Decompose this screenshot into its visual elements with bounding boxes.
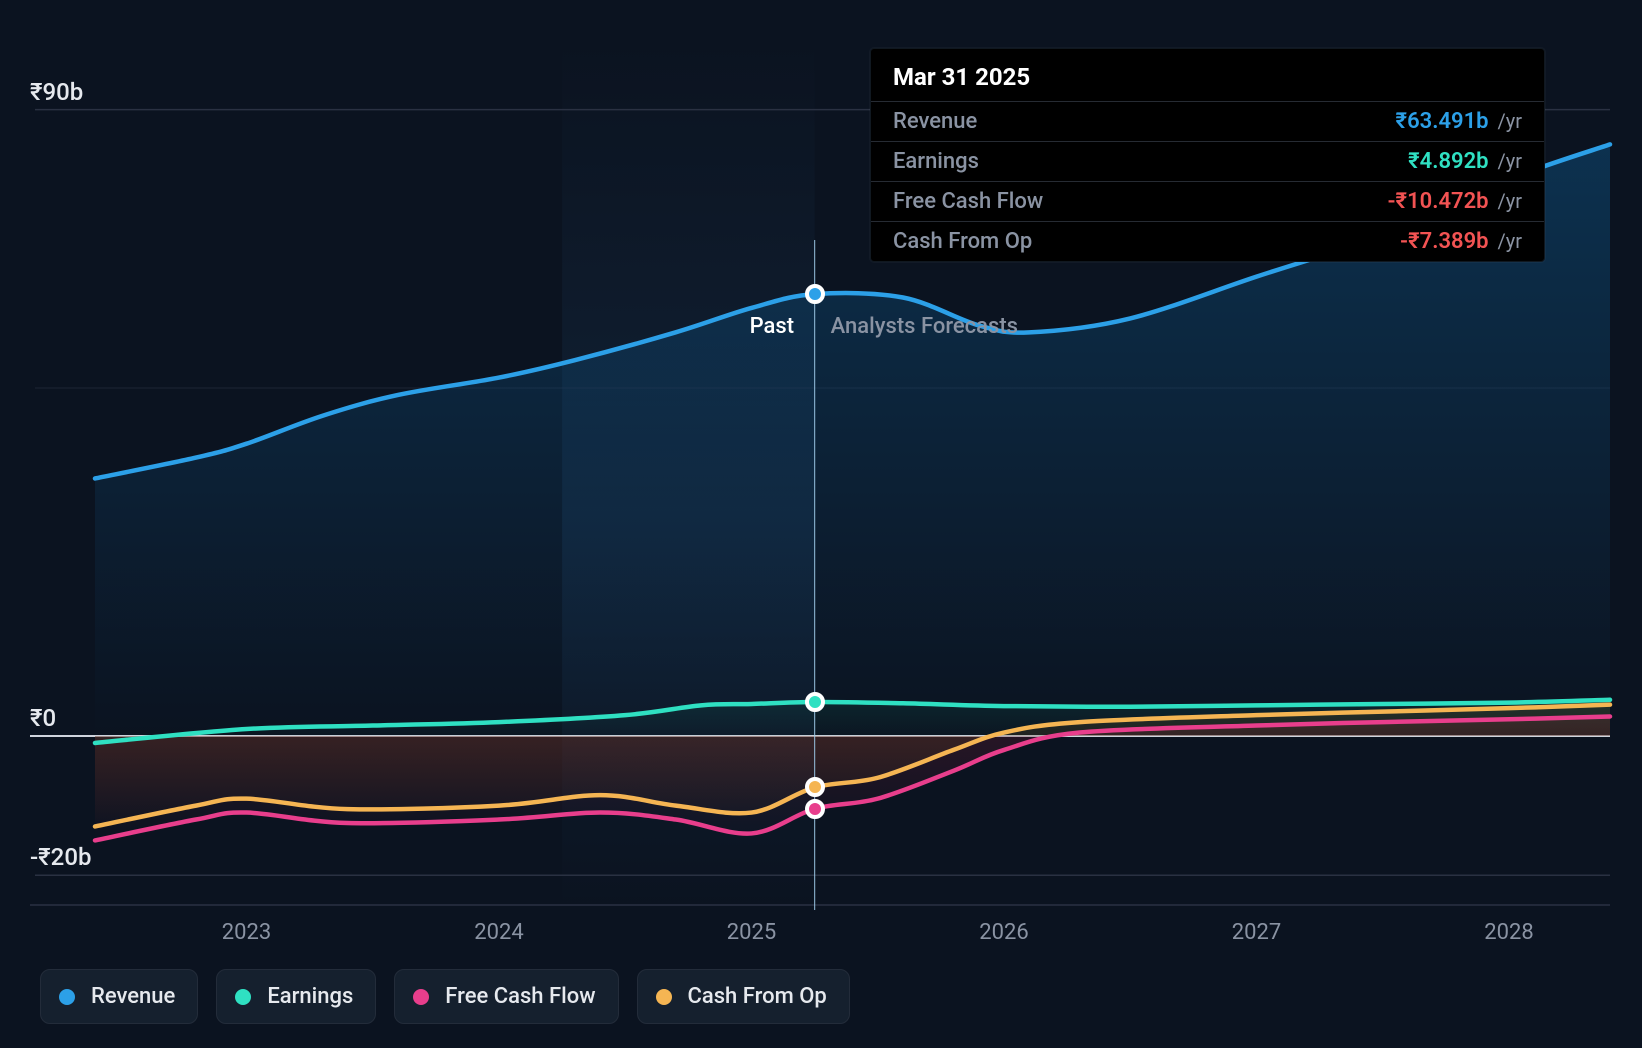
tooltip-row: Free Cash Flow -₹10.472b /yr bbox=[871, 181, 1544, 221]
tooltip-row: Cash From Op -₹7.389b /yr bbox=[871, 221, 1544, 261]
tooltip-row-unit: /yr bbox=[1493, 109, 1522, 133]
hover-tooltip: Mar 31 2025 Revenue ₹63.491b /yr Earnings ₹… bbox=[870, 48, 1545, 262]
revenue-marker bbox=[805, 284, 825, 304]
tooltip-row-value: ₹63.491b bbox=[1396, 109, 1489, 134]
y-axis-tick-label: ₹90b bbox=[30, 78, 83, 106]
tooltip-row-value: ₹4.892b bbox=[1408, 149, 1488, 174]
past-label: Past bbox=[750, 314, 794, 339]
tooltip-row-key: Earnings bbox=[893, 149, 979, 174]
cfo-marker bbox=[805, 777, 825, 797]
tooltip-row-key: Free Cash Flow bbox=[893, 189, 1043, 214]
revenue-color-icon bbox=[59, 989, 75, 1005]
legend-item-cfo[interactable]: Cash From Op bbox=[637, 969, 850, 1024]
x-axis-tick-label: 2025 bbox=[727, 920, 776, 945]
cfo-color-icon bbox=[656, 989, 672, 1005]
legend-item-label: Revenue bbox=[91, 984, 175, 1009]
tooltip-row-unit: /yr bbox=[1493, 189, 1522, 213]
tooltip-row-value: -₹10.472b bbox=[1387, 189, 1488, 214]
y-axis-tick-label: ₹0 bbox=[30, 704, 56, 732]
tooltip-title: Mar 31 2025 bbox=[893, 63, 1522, 91]
earnings-marker bbox=[805, 692, 825, 712]
tooltip-row: Earnings ₹4.892b /yr bbox=[871, 141, 1544, 181]
x-axis-tick-label: 2027 bbox=[1232, 920, 1281, 945]
tooltip-row-unit: /yr bbox=[1493, 229, 1522, 253]
tooltip-row: Revenue ₹63.491b /yr bbox=[871, 101, 1544, 141]
legend-item-revenue[interactable]: Revenue bbox=[40, 969, 198, 1024]
fcf-color-icon bbox=[413, 989, 429, 1005]
legend-item-label: Earnings bbox=[267, 984, 353, 1009]
x-axis-tick-label: 2023 bbox=[222, 920, 271, 945]
x-axis-tick-label: 2024 bbox=[474, 920, 523, 945]
forecasts-label: Analysts Forecasts bbox=[831, 314, 1018, 339]
x-axis-tick-label: 2026 bbox=[979, 920, 1028, 945]
tooltip-row-value: -₹7.389b bbox=[1400, 229, 1489, 254]
tooltip-row-unit: /yr bbox=[1493, 149, 1522, 173]
earnings-color-icon bbox=[235, 989, 251, 1005]
chart-container: ₹90b ₹0 -₹20b 2023 2024 2025 2026 2027 2028 Pas… bbox=[0, 0, 1642, 1048]
legend-item-label: Cash From Op bbox=[688, 984, 827, 1009]
legend-item-fcf[interactable]: Free Cash Flow bbox=[394, 969, 618, 1024]
legend-item-label: Free Cash Flow bbox=[445, 984, 595, 1009]
x-axis-tick-label: 2028 bbox=[1484, 920, 1533, 945]
fcf-marker bbox=[805, 799, 825, 819]
legend: Revenue Earnings Free Cash Flow Cash From O… bbox=[40, 969, 850, 1024]
tooltip-row-key: Cash From Op bbox=[893, 229, 1032, 254]
legend-item-earnings[interactable]: Earnings bbox=[216, 969, 376, 1024]
tooltip-row-key: Revenue bbox=[893, 109, 977, 134]
y-axis-tick-label: -₹20b bbox=[30, 843, 91, 871]
